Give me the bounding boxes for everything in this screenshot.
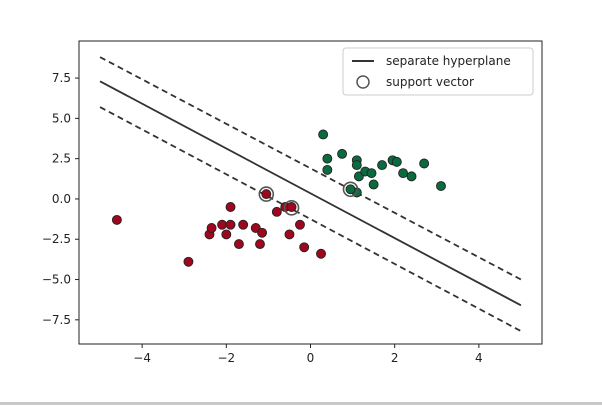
x-tick-label: −4 <box>133 351 151 365</box>
red-class-point <box>299 242 310 253</box>
red-class-point <box>233 239 244 250</box>
y-tick-label: −5.0 <box>42 273 71 287</box>
support-vector-markers <box>258 181 359 216</box>
red-class-point <box>225 219 236 230</box>
red-class-point <box>255 239 265 250</box>
legend: separate hyperplane support vector <box>342 47 534 96</box>
hyperplane-line <box>99 80 522 307</box>
green-class-point <box>377 160 388 171</box>
red-class-point <box>221 229 232 240</box>
legend-hyperplane-label: separate hyperplane <box>386 54 511 68</box>
legend-box <box>342 47 534 96</box>
red-class-point <box>284 229 295 240</box>
green-class-point <box>351 160 362 171</box>
bottom-divider <box>0 402 602 405</box>
red-class-point <box>257 227 268 238</box>
y-tick-label: −2.5 <box>42 232 71 246</box>
green-class-point <box>345 184 356 195</box>
y-tick-label: 5.0 <box>52 111 71 125</box>
y-tick-label: −7.5 <box>42 313 71 327</box>
red-class-point <box>271 206 282 217</box>
y-tick-label: 2.5 <box>52 152 71 166</box>
hyperplane-lines <box>99 56 522 332</box>
green-class-point <box>406 171 417 182</box>
green-class-point <box>419 158 430 169</box>
green-class-point <box>366 168 377 179</box>
y-axis-ticks: 7.5 5.0 2.5 0.0 −2.5 −5.0 −7.5 <box>42 71 79 327</box>
red-class-point <box>206 223 217 233</box>
x-tick-label: 0 <box>307 351 315 365</box>
green-class-point <box>322 153 333 164</box>
red-class-point <box>295 219 305 230</box>
x-tick-label: 4 <box>475 351 483 365</box>
legend-support-vector-label: support vector <box>386 75 474 89</box>
red-class-point <box>225 202 236 212</box>
green-class-point <box>318 129 329 140</box>
x-tick-label: 2 <box>391 351 399 365</box>
green-class-point <box>337 148 348 159</box>
y-tick-label: 0.0 <box>52 192 71 206</box>
red-class-point <box>217 219 228 230</box>
green-class-point <box>436 181 446 192</box>
green-class-point <box>391 156 402 167</box>
x-tick-label: −2 <box>217 351 235 365</box>
red-class-point <box>286 202 297 212</box>
support-vector-ring <box>258 186 275 202</box>
green-class-point <box>368 179 379 190</box>
data-points <box>111 129 446 267</box>
y-tick-label: 7.5 <box>52 71 71 85</box>
x-axis-ticks: −4 −2 0 2 4 <box>133 344 483 365</box>
red-class-point <box>238 219 249 230</box>
green-class-point <box>398 168 409 179</box>
margin-lower-line <box>99 106 522 332</box>
support-vector-ring <box>283 200 300 216</box>
red-class-point <box>111 214 122 225</box>
red-class-point <box>261 189 272 200</box>
green-class-point <box>322 164 333 175</box>
legend-support-vector-swatch <box>356 75 370 89</box>
support-vector-ring <box>342 181 359 198</box>
red-class-point <box>183 256 194 267</box>
red-class-point <box>316 248 326 259</box>
